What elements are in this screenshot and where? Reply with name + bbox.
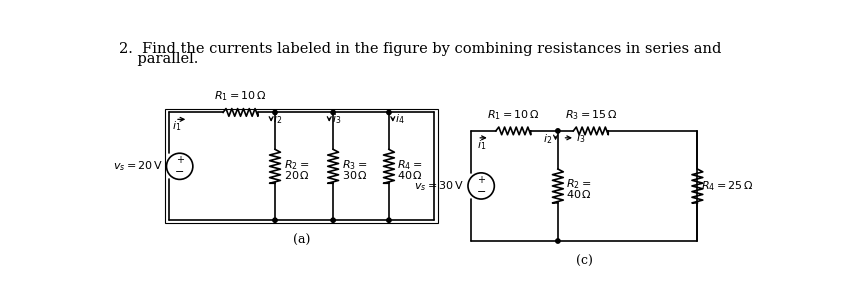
Text: $R_2 =$: $R_2 =$ xyxy=(284,158,309,172)
Text: $i_2$: $i_2$ xyxy=(273,112,283,126)
Text: $R_1 = 10\,\Omega$: $R_1 = 10\,\Omega$ xyxy=(487,108,539,122)
Text: $40\,\Omega$: $40\,\Omega$ xyxy=(566,188,592,201)
Text: $i_1$: $i_1$ xyxy=(172,120,181,133)
Text: $i_3$: $i_3$ xyxy=(331,112,341,126)
Circle shape xyxy=(273,110,277,115)
Text: $R_2 =$: $R_2 =$ xyxy=(566,177,591,191)
Text: $i_4$: $i_4$ xyxy=(395,112,405,126)
Circle shape xyxy=(273,218,277,222)
Text: $v_s = 30\,\mathrm{V}$: $v_s = 30\,\mathrm{V}$ xyxy=(414,179,464,193)
Text: $R_4 =$: $R_4 =$ xyxy=(397,158,423,172)
Text: (a): (a) xyxy=(293,234,310,247)
Text: $i_2$: $i_2$ xyxy=(544,132,552,145)
Text: $R_1 = 10\,\Omega$: $R_1 = 10\,\Omega$ xyxy=(214,89,267,103)
Circle shape xyxy=(331,218,336,222)
Text: parallel.: parallel. xyxy=(120,52,199,66)
Circle shape xyxy=(556,129,560,133)
Text: $i_1$: $i_1$ xyxy=(477,138,486,152)
Text: $R_4 = 25\,\Omega$: $R_4 = 25\,\Omega$ xyxy=(701,179,754,193)
Text: (c): (c) xyxy=(576,255,593,268)
Text: $R_3 =$: $R_3 =$ xyxy=(342,158,367,172)
Text: +: + xyxy=(477,175,486,185)
Text: $20\,\Omega$: $20\,\Omega$ xyxy=(284,169,310,181)
Text: −: − xyxy=(477,187,486,197)
Text: +: + xyxy=(176,156,184,165)
Circle shape xyxy=(387,218,391,222)
Circle shape xyxy=(387,110,391,115)
Text: $30\,\Omega$: $30\,\Omega$ xyxy=(342,169,368,181)
Circle shape xyxy=(556,239,560,243)
Text: $i_3$: $i_3$ xyxy=(577,131,586,145)
Text: $v_s = 20\,\mathrm{V}$: $v_s = 20\,\mathrm{V}$ xyxy=(113,160,163,173)
Text: $R_3 = 15\,\Omega$: $R_3 = 15\,\Omega$ xyxy=(564,108,617,122)
Circle shape xyxy=(331,110,336,115)
Text: 2.  Find the currents labeled in the figure by combining resistances in series a: 2. Find the currents labeled in the figu… xyxy=(120,42,721,56)
Text: $40\,\Omega$: $40\,\Omega$ xyxy=(397,169,423,181)
Text: −: − xyxy=(175,167,185,177)
